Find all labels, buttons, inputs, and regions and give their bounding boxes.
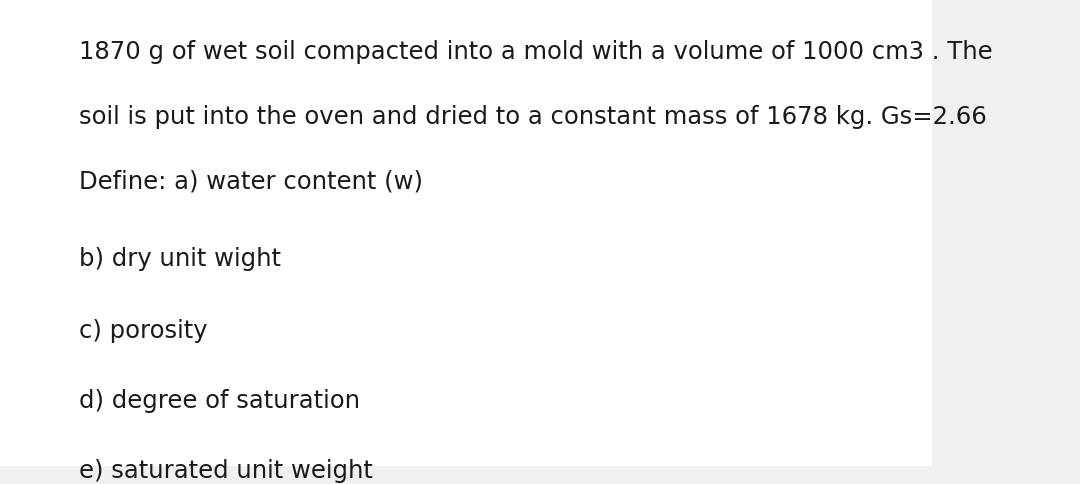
Text: b) dry unit wight: b) dry unit wight — [79, 247, 281, 271]
Text: Define: a) water content (w): Define: a) water content (w) — [79, 170, 423, 194]
Text: c) porosity: c) porosity — [79, 319, 207, 343]
Text: e) saturated unit weight: e) saturated unit weight — [79, 459, 373, 483]
FancyBboxPatch shape — [0, 0, 932, 466]
Text: 1870 g of wet soil compacted into a mold with a volume of 1000 cm3 . The: 1870 g of wet soil compacted into a mold… — [79, 40, 993, 63]
Text: d) degree of saturation: d) degree of saturation — [79, 389, 361, 413]
Text: soil is put into the oven and dried to a constant mass of 1678 kg. Gs=2.66: soil is put into the oven and dried to a… — [79, 105, 987, 129]
